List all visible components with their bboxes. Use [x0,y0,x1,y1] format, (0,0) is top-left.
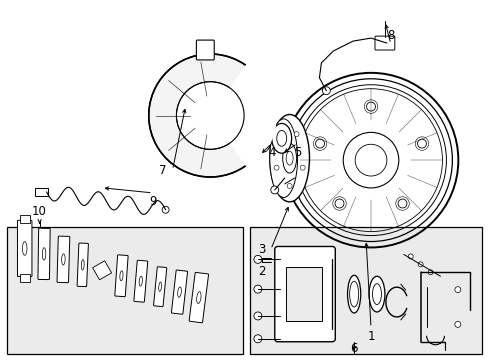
Bar [35,188,47,196]
Text: 1: 1 [366,330,374,343]
Circle shape [253,335,262,343]
Circle shape [270,186,278,194]
Ellipse shape [159,282,161,291]
Text: 5: 5 [293,146,301,159]
Ellipse shape [247,123,271,153]
Text: 2: 2 [258,265,265,278]
Ellipse shape [271,123,291,153]
Bar [20,274,30,282]
Ellipse shape [139,276,142,286]
Circle shape [274,165,279,170]
Ellipse shape [256,134,263,142]
Ellipse shape [282,143,296,173]
Bar [285,267,322,321]
Bar [92,261,111,280]
Text: 6: 6 [350,342,357,355]
FancyBboxPatch shape [18,220,32,276]
Circle shape [407,254,412,259]
Text: 4: 4 [267,146,275,159]
Ellipse shape [285,151,292,165]
FancyBboxPatch shape [77,243,88,287]
Ellipse shape [196,292,201,303]
Circle shape [322,87,330,95]
Circle shape [454,287,460,293]
Circle shape [293,132,299,136]
Circle shape [334,199,343,208]
Ellipse shape [276,130,286,146]
Text: 8: 8 [386,29,394,42]
FancyBboxPatch shape [171,270,187,314]
Ellipse shape [349,281,358,307]
Bar [20,215,30,223]
Circle shape [366,102,375,111]
Ellipse shape [347,275,360,313]
Circle shape [454,321,460,327]
FancyBboxPatch shape [115,255,128,297]
FancyBboxPatch shape [374,36,394,50]
FancyBboxPatch shape [153,267,166,307]
Wedge shape [210,61,276,170]
Circle shape [286,184,291,188]
Circle shape [417,262,422,267]
Ellipse shape [42,248,46,260]
Circle shape [300,165,305,170]
Circle shape [397,199,406,208]
Circle shape [278,134,283,139]
Ellipse shape [269,119,297,198]
FancyBboxPatch shape [274,247,335,342]
Text: 3: 3 [258,243,265,256]
Ellipse shape [269,114,309,202]
Circle shape [354,144,386,176]
Circle shape [417,139,426,148]
Ellipse shape [81,260,84,270]
Circle shape [176,82,244,149]
Circle shape [315,139,324,148]
Ellipse shape [61,254,65,265]
Text: 9: 9 [149,195,156,208]
Circle shape [253,285,262,293]
Text: 7: 7 [159,163,166,176]
Circle shape [253,255,262,264]
FancyBboxPatch shape [38,228,50,280]
Circle shape [343,132,398,188]
Circle shape [253,312,262,320]
FancyBboxPatch shape [189,273,208,323]
FancyBboxPatch shape [196,40,214,60]
FancyBboxPatch shape [57,236,70,283]
Ellipse shape [372,284,381,305]
Ellipse shape [368,276,384,312]
Ellipse shape [252,129,266,147]
Circle shape [427,270,432,275]
Ellipse shape [177,287,181,297]
Bar [249,227,481,354]
Ellipse shape [120,271,123,281]
Circle shape [148,54,271,177]
Circle shape [162,206,169,213]
FancyBboxPatch shape [134,260,147,302]
Bar [7,227,243,354]
Ellipse shape [22,242,27,255]
Text: 10: 10 [32,205,47,218]
